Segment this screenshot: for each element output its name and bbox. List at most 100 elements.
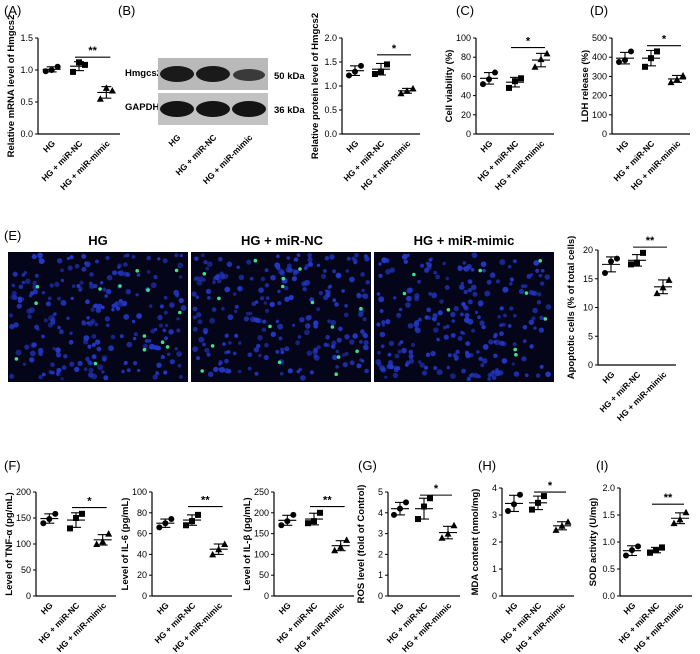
- nucleus-dot: [316, 307, 321, 312]
- nucleus-dot: [56, 371, 61, 377]
- nucleus-dot: [436, 322, 441, 326]
- nucleus-dot: [529, 344, 534, 349]
- nucleus-dot: [387, 352, 392, 357]
- nucleus-dot: [264, 268, 269, 273]
- nucleus-dot: [167, 352, 171, 356]
- x-tick-label: HG + miR-mimic: [58, 138, 112, 192]
- data-point: [642, 63, 648, 70]
- nucleus-dot: [147, 339, 152, 343]
- nucleus-dot: [316, 263, 321, 267]
- nucleus-dot: [460, 330, 464, 335]
- y-tick-label: 2.0: [324, 33, 337, 43]
- nucleus-dot: [538, 327, 545, 333]
- y-tick-label: 0: [264, 591, 269, 601]
- data-point: [602, 270, 608, 276]
- apoptotic-cell-dot: [330, 325, 335, 329]
- nucleus-dot: [168, 329, 174, 335]
- nucleus-dot: [343, 312, 349, 318]
- nucleus-dot: [25, 278, 31, 284]
- nucleus-dot: [94, 322, 99, 327]
- data-point: [183, 522, 189, 529]
- apoptotic-cell-dot: [513, 347, 517, 352]
- blot-band: [196, 101, 230, 117]
- nucleus-dot: [432, 317, 437, 322]
- nucleus-dot: [41, 291, 46, 295]
- apoptotic-cell-dot: [280, 284, 285, 289]
- nucleus-dot: [408, 353, 414, 359]
- y-tick-label: 500: [592, 33, 607, 43]
- nucleus-dot: [539, 315, 544, 320]
- blot-band: [233, 69, 265, 81]
- nucleus-dot: [243, 316, 249, 322]
- y-axis-label: MDA content (nmol/mg): [470, 489, 481, 596]
- panel-label-i: (I): [596, 458, 608, 473]
- nucleus-dot: [234, 304, 239, 309]
- nucleus-dot: [146, 270, 151, 274]
- nucleus-dot: [349, 360, 355, 366]
- nucleus-dot: [344, 334, 350, 340]
- data-point: [105, 530, 113, 537]
- panel-label-b: (B): [118, 3, 135, 18]
- nucleus-dot: [307, 253, 313, 258]
- nucleus-dot: [327, 319, 331, 324]
- x-tick-label: HG: [478, 138, 494, 154]
- nucleus-dot: [192, 346, 199, 352]
- data-point: [517, 491, 523, 498]
- nucleus-dot: [297, 335, 302, 339]
- nucleus-dot: [196, 312, 202, 318]
- data-point: [535, 499, 541, 506]
- nucleus-dot: [43, 318, 48, 323]
- nucleus-dot: [248, 311, 253, 316]
- nucleus-dot: [31, 342, 37, 348]
- x-tick-label: HG: [344, 138, 360, 154]
- nucleus-dot: [48, 370, 53, 375]
- data-point: [679, 71, 687, 79]
- nucleus-dot: [463, 289, 468, 295]
- x-tick-label: HG + miR-mimic: [493, 138, 547, 192]
- nucleus-dot: [465, 350, 469, 355]
- nucleus-dot: [226, 261, 233, 268]
- data-point: [331, 546, 339, 554]
- data-point: [54, 63, 61, 70]
- nucleus-dot: [466, 264, 472, 270]
- y-axis-label: LDH release (%): [580, 50, 591, 122]
- nucleus-dot: [520, 284, 525, 289]
- nucleus-dot: [38, 347, 44, 354]
- data-point: [537, 55, 545, 63]
- y-tick-label: 80: [461, 52, 471, 62]
- nucleus-dot: [467, 299, 473, 305]
- nucleus-dot: [177, 363, 182, 368]
- image-title-mir-mimic: HG + miR-mimic: [414, 233, 515, 248]
- nucleus-dot: [126, 368, 131, 373]
- nucleus-dot: [41, 334, 45, 339]
- nucleus-dot: [296, 369, 301, 374]
- nucleus-dot: [445, 276, 450, 281]
- nucleus-dot: [218, 256, 223, 262]
- y-tick-label: 400: [592, 52, 607, 62]
- data-point: [492, 69, 498, 76]
- nucleus-dot: [191, 291, 197, 297]
- nucleus-dot: [202, 342, 206, 347]
- data-point: [352, 68, 358, 75]
- data-point: [480, 81, 486, 88]
- nucleus-dot: [287, 368, 293, 374]
- apoptotic-cell-dot: [178, 310, 182, 315]
- nucleus-dot: [284, 346, 290, 352]
- nucleus-dot: [486, 279, 492, 285]
- nucleus-dot: [153, 345, 159, 351]
- nucleus-dot: [312, 349, 319, 355]
- nucleus-dot: [354, 253, 359, 258]
- nucleus-dot: [363, 254, 368, 259]
- nucleus-dot: [489, 272, 496, 279]
- nucleus-dot: [38, 375, 43, 380]
- nucleus-dot: [496, 279, 500, 284]
- nucleus-dot: [364, 368, 369, 374]
- nucleus-dot: [482, 268, 486, 273]
- nucleus-dot: [123, 361, 128, 366]
- nucleus-dot: [362, 344, 369, 351]
- y-tick-label: 1.0: [324, 81, 337, 91]
- nucleus-dot: [332, 298, 337, 303]
- nucleus-dot: [428, 258, 433, 262]
- nucleus-dot: [203, 330, 208, 335]
